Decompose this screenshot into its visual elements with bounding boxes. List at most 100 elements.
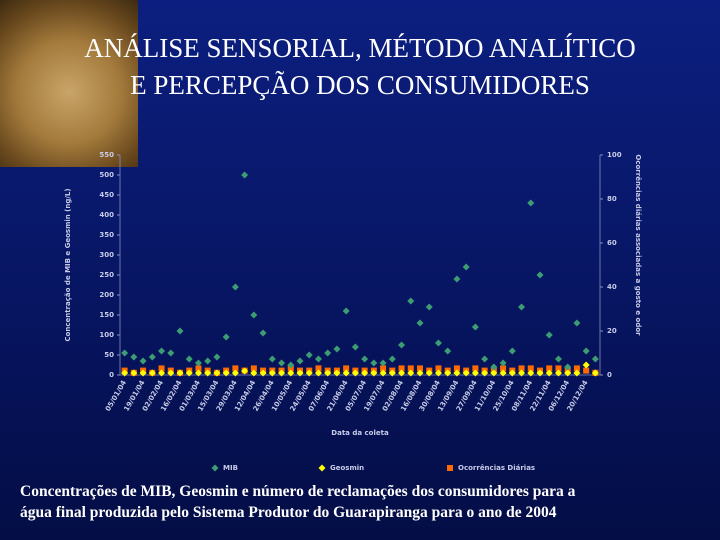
point bbox=[407, 365, 414, 372]
point bbox=[250, 311, 258, 319]
y-tick-label: 250 bbox=[99, 271, 114, 279]
point bbox=[398, 365, 405, 372]
point bbox=[314, 369, 322, 377]
legend-label: Ocorrências Diárias bbox=[458, 464, 535, 472]
caption-line: água final produzida pelo Sistema Produt… bbox=[20, 504, 557, 521]
y-tick-label: 500 bbox=[99, 171, 114, 179]
point bbox=[425, 303, 433, 311]
point bbox=[287, 369, 295, 377]
point bbox=[158, 369, 166, 377]
point bbox=[453, 369, 461, 377]
point bbox=[121, 349, 129, 357]
point bbox=[148, 353, 156, 361]
point bbox=[250, 365, 257, 372]
point bbox=[417, 365, 423, 372]
point bbox=[342, 369, 350, 377]
point bbox=[351, 369, 359, 377]
point bbox=[499, 359, 507, 367]
point bbox=[462, 369, 470, 377]
point bbox=[500, 365, 507, 372]
point bbox=[527, 369, 535, 377]
point bbox=[554, 369, 562, 377]
point bbox=[148, 369, 156, 377]
point bbox=[351, 343, 359, 351]
point bbox=[370, 359, 378, 367]
point bbox=[241, 367, 249, 375]
point bbox=[472, 365, 479, 372]
point bbox=[268, 369, 276, 377]
y2-tick-label: 80 bbox=[607, 195, 617, 203]
point bbox=[508, 369, 516, 377]
point bbox=[250, 369, 258, 377]
point bbox=[333, 345, 341, 353]
y-tick-label: 450 bbox=[99, 191, 114, 199]
point bbox=[222, 333, 230, 341]
point bbox=[388, 369, 396, 377]
point bbox=[508, 347, 516, 355]
point bbox=[398, 341, 406, 349]
point bbox=[499, 369, 507, 377]
point bbox=[167, 349, 175, 357]
point bbox=[444, 347, 452, 355]
point bbox=[380, 365, 387, 372]
point bbox=[582, 361, 590, 369]
point bbox=[194, 359, 202, 367]
y2-tick-label: 60 bbox=[607, 239, 617, 247]
point bbox=[481, 369, 489, 377]
point bbox=[554, 355, 562, 363]
point bbox=[518, 365, 525, 372]
point bbox=[564, 363, 572, 371]
point bbox=[176, 369, 184, 377]
y-tick-label: 550 bbox=[99, 151, 114, 159]
point bbox=[278, 359, 286, 367]
point bbox=[434, 369, 442, 377]
point bbox=[573, 319, 581, 327]
point bbox=[342, 307, 350, 315]
legend-label: Geosmin bbox=[330, 464, 364, 472]
point bbox=[305, 351, 313, 359]
point bbox=[296, 369, 304, 377]
point bbox=[158, 347, 166, 355]
point bbox=[121, 369, 129, 377]
point bbox=[204, 369, 212, 377]
point bbox=[314, 355, 322, 363]
point bbox=[324, 369, 332, 377]
point bbox=[222, 369, 230, 377]
point bbox=[527, 199, 535, 207]
y-tick-label: 400 bbox=[99, 211, 114, 219]
point bbox=[213, 353, 221, 361]
point bbox=[435, 365, 442, 372]
point bbox=[305, 369, 313, 377]
point bbox=[453, 275, 461, 283]
point bbox=[583, 367, 590, 374]
point bbox=[407, 369, 415, 377]
point bbox=[536, 271, 544, 279]
point bbox=[176, 327, 184, 335]
point bbox=[268, 355, 276, 363]
slide-title: ANÁLISE SENSORIAL, MÉTODO ANALÍTICO E PE… bbox=[0, 30, 720, 104]
point bbox=[490, 363, 498, 371]
point bbox=[167, 369, 175, 377]
point bbox=[158, 365, 165, 372]
point bbox=[518, 369, 526, 377]
point bbox=[139, 369, 147, 377]
point bbox=[241, 171, 249, 179]
point bbox=[130, 353, 138, 361]
caption: Concentrações de MIB, Geosmin e número d… bbox=[20, 481, 700, 523]
point bbox=[204, 357, 212, 365]
point bbox=[185, 355, 193, 363]
y-tick-label: 200 bbox=[99, 291, 114, 299]
point bbox=[416, 319, 424, 327]
y-tick-label: 100 bbox=[99, 331, 114, 339]
point bbox=[333, 369, 341, 377]
y-tick-label: 150 bbox=[99, 311, 114, 319]
point bbox=[582, 347, 590, 355]
point bbox=[536, 369, 544, 377]
title-line: ANÁLISE SENSORIAL, MÉTODO ANALÍTICO bbox=[84, 33, 636, 63]
point bbox=[370, 369, 378, 377]
point bbox=[416, 369, 424, 377]
point bbox=[315, 365, 322, 372]
point bbox=[231, 369, 239, 377]
point bbox=[296, 357, 304, 365]
